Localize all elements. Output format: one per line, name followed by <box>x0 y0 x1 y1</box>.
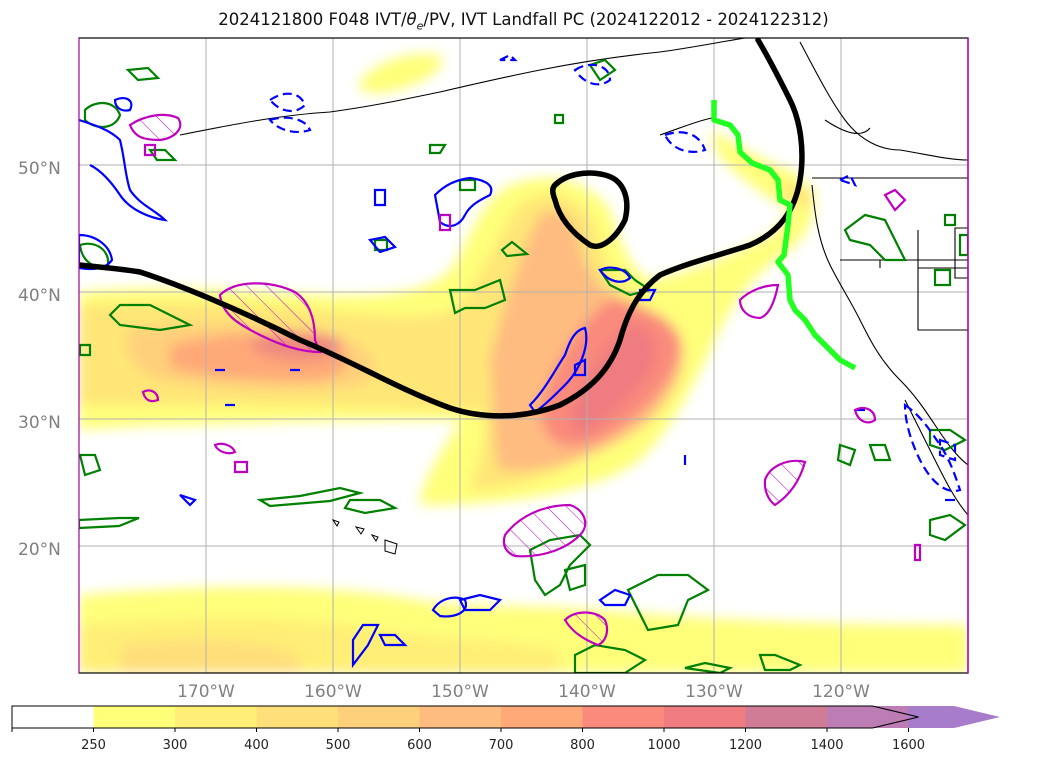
colorbar-segment <box>827 706 909 728</box>
map-area <box>79 38 968 673</box>
colorbar-tick-label: 1200 <box>729 738 762 753</box>
colorbar-tick-label: 500 <box>326 738 351 753</box>
colorbar: 250 300 400 500 600 700 800 1000 1200 1400 1600 <box>11 705 1000 753</box>
colorbar-tick-label: 250 <box>81 738 106 753</box>
colorbar-tick-label: 1000 <box>647 738 680 753</box>
colorbar-segment <box>419 706 502 728</box>
colorbar-tick-label: 600 <box>407 738 432 753</box>
title-suffix: /PV, IVT Landfall PC (2024122012 - 20241… <box>423 10 829 29</box>
colorbar-segment <box>664 706 746 728</box>
ivt-threshold-contour <box>79 38 805 419</box>
title-theta-sub: e <box>416 19 424 33</box>
colorbar-tick-label: 800 <box>570 738 595 753</box>
lon-label-140w: 140°W <box>558 682 616 702</box>
colorbar-tick-label: 700 <box>489 738 514 753</box>
landfall-line <box>711 100 857 371</box>
title-theta: θ <box>406 10 417 29</box>
colorbar-segment <box>175 706 257 728</box>
colorbar-segment <box>582 706 665 728</box>
map-title: 2024121800 F048 IVT/θe/PV, IVT Landfall … <box>0 10 1047 32</box>
lat-label-20: 20°N <box>18 540 61 560</box>
pv-contours-blue-dashed <box>268 53 962 493</box>
lat-label-40: 40°N <box>18 286 61 306</box>
lon-labels: 170°W 160°W 150°W 140°W 130°W 120°W <box>177 682 870 702</box>
title-prefix: 2024121800 F048 IVT/ <box>218 10 407 29</box>
colorbar-segment-extend <box>908 706 1000 728</box>
theta-e-contours <box>128 113 922 647</box>
colorbar-tick-label: 300 <box>163 738 188 753</box>
colorbar-segment-under <box>12 706 94 728</box>
lon-label-120w: 120°W <box>812 682 870 702</box>
hawaii-islands <box>331 519 398 555</box>
lon-label-150w: 150°W <box>431 682 489 702</box>
colorbar-segment <box>501 706 583 728</box>
lat-label-30: 30°N <box>18 413 61 433</box>
lat-labels: 20°N 30°N 40°N 50°N <box>18 159 61 560</box>
colorbar-tick-label: 1400 <box>810 738 843 753</box>
colorbar-outline <box>11 705 919 729</box>
colorbar-segment <box>338 706 420 728</box>
lon-label-170w: 170°W <box>177 682 235 702</box>
colorbar-segment <box>745 706 828 728</box>
pv-contours-blue <box>79 96 955 669</box>
colorbar-tick-label: 1600 <box>892 738 925 753</box>
colorbar-tick-label: 400 <box>244 738 269 753</box>
colorbar-segment <box>93 706 176 728</box>
lat-label-50: 50°N <box>18 159 61 179</box>
colorbar-segment <box>256 706 339 728</box>
lon-label-160w: 160°W <box>304 682 362 702</box>
lon-label-130w: 130°W <box>685 682 743 702</box>
